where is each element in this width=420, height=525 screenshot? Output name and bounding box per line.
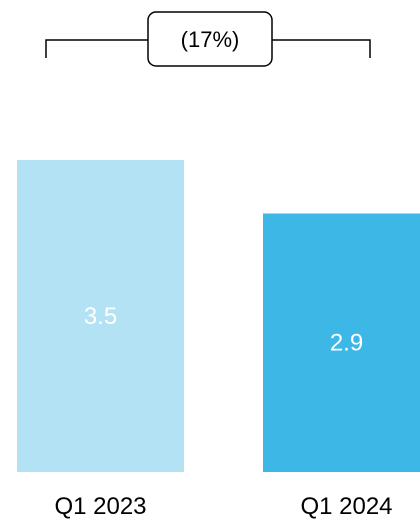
x-axis-tick-labels: Q1 2023 Q1 2024	[54, 493, 392, 520]
change-annotation: (17%)	[45, 11, 371, 67]
comparison-bracket-left	[45, 39, 148, 58]
change-label-box	[147, 11, 273, 67]
x-tick-label-2: Q1 2024	[300, 493, 392, 520]
bar-1	[17, 160, 184, 472]
change-label: (17%)	[181, 27, 240, 52]
x-tick-label-1: Q1 2023	[54, 493, 146, 520]
bars-group	[17, 160, 420, 472]
bar-value-labels: 3.5 2.9	[84, 303, 363, 357]
bar-value-label-2: 2.9	[330, 330, 363, 357]
bar-value-label-1: 3.5	[84, 303, 117, 330]
comparison-bracket-right	[272, 39, 371, 58]
bar-2	[263, 213, 420, 472]
